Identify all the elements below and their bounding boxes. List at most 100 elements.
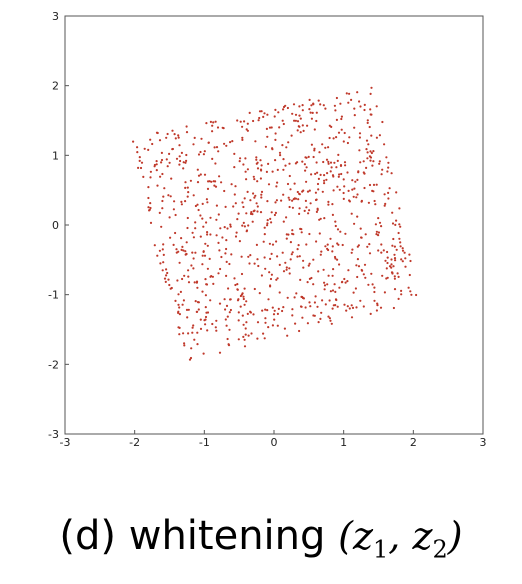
scatter-point (247, 224, 250, 227)
scatter-point (275, 278, 278, 281)
scatter-point (356, 258, 359, 261)
caption-math: (z1, z2) (338, 514, 463, 564)
scatter-point (382, 249, 385, 252)
scatter-point (355, 196, 358, 199)
scatter-point (380, 243, 383, 246)
scatter-point (363, 103, 366, 106)
scatter-point (259, 177, 262, 180)
y-tick-label: 0 (52, 219, 59, 232)
scatter-point (386, 276, 389, 279)
scatter-point (327, 162, 330, 165)
scatter-point (184, 186, 187, 189)
scatter-point (344, 164, 347, 167)
scatter-point (331, 289, 335, 292)
scatter-point (192, 236, 195, 239)
scatter-point (304, 306, 307, 309)
scatter-point (285, 268, 288, 271)
scatter-point (264, 145, 267, 148)
scatter-point (260, 274, 263, 277)
scatter-point (371, 164, 374, 167)
scatter-point (136, 151, 139, 154)
scatter-point (350, 304, 353, 307)
scatter-point (149, 221, 153, 224)
scatter-point (294, 113, 298, 116)
scatter-point (329, 161, 333, 164)
scatter-point (233, 166, 236, 169)
scatter-point (308, 189, 311, 192)
scatter-point (175, 251, 178, 254)
scatter-point (255, 202, 258, 205)
scatter-point (408, 273, 411, 277)
scatter-point (326, 247, 329, 250)
scatter-point (204, 315, 208, 319)
scatter-point (356, 91, 359, 94)
scatter-point (335, 96, 338, 100)
scatter-point (180, 248, 183, 251)
scatter-point (390, 258, 393, 261)
scatter-point (220, 255, 223, 259)
scatter-point (357, 265, 361, 268)
scatter-point (270, 273, 273, 276)
scatter-point (348, 92, 351, 95)
scatter-point (151, 142, 154, 146)
scatter-point (167, 194, 170, 197)
scatter-point (335, 298, 338, 302)
scatter-point (183, 344, 186, 347)
scatter-point (340, 128, 343, 131)
scatter-point (358, 136, 361, 139)
scatter-point (243, 303, 246, 306)
scatter-point (162, 195, 165, 198)
scatter-point (220, 181, 223, 184)
scatter-point (238, 160, 241, 163)
scatter-point (293, 296, 296, 299)
scatter-point (155, 160, 158, 163)
scatter-point (302, 266, 305, 269)
scatter-point (310, 117, 313, 120)
scatter-point (291, 199, 294, 202)
scatter-point (252, 313, 255, 316)
scatter-point (147, 186, 150, 189)
scatter-point (356, 275, 359, 279)
scatter-point (187, 332, 190, 335)
scatter-point (369, 312, 372, 315)
y-tick-label: 3 (52, 10, 59, 23)
scatter-point (327, 200, 330, 203)
scatter-point (383, 291, 386, 294)
scatter-point (213, 184, 216, 187)
scatter-point (334, 220, 337, 223)
scatter-point (204, 242, 207, 245)
scatter-point (387, 161, 390, 164)
scatter-point (338, 263, 341, 266)
scatter-point (281, 251, 284, 254)
scatter-point (284, 164, 287, 167)
scatter-point (290, 134, 293, 137)
scatter-point (241, 138, 244, 141)
scatter-point (214, 162, 217, 165)
scatter-point (256, 205, 259, 208)
scatter-point (288, 198, 291, 201)
scatter-point (316, 171, 319, 174)
scatter-point (191, 231, 194, 234)
scatter-point (314, 191, 317, 194)
scatter-point (178, 306, 181, 309)
scatter-point (299, 131, 302, 134)
scatter-point (286, 334, 289, 337)
scatter-point (185, 252, 188, 256)
scatter-point (331, 203, 334, 206)
scatter-point (332, 189, 335, 192)
scatter-point (179, 290, 182, 293)
scatter-point (318, 151, 321, 154)
scatter-point (247, 334, 250, 337)
scatter-point (358, 149, 361, 152)
scatter-point (324, 303, 327, 306)
scatter-point (358, 100, 361, 103)
scatter-point (415, 293, 418, 297)
scatter-point (275, 185, 278, 188)
scatter-point (180, 151, 183, 154)
caption-paren-close: ) (447, 514, 463, 558)
scatter-point (398, 207, 401, 210)
scatter-point (204, 318, 207, 321)
scatter-point (346, 141, 349, 145)
scatter-point (360, 236, 363, 239)
